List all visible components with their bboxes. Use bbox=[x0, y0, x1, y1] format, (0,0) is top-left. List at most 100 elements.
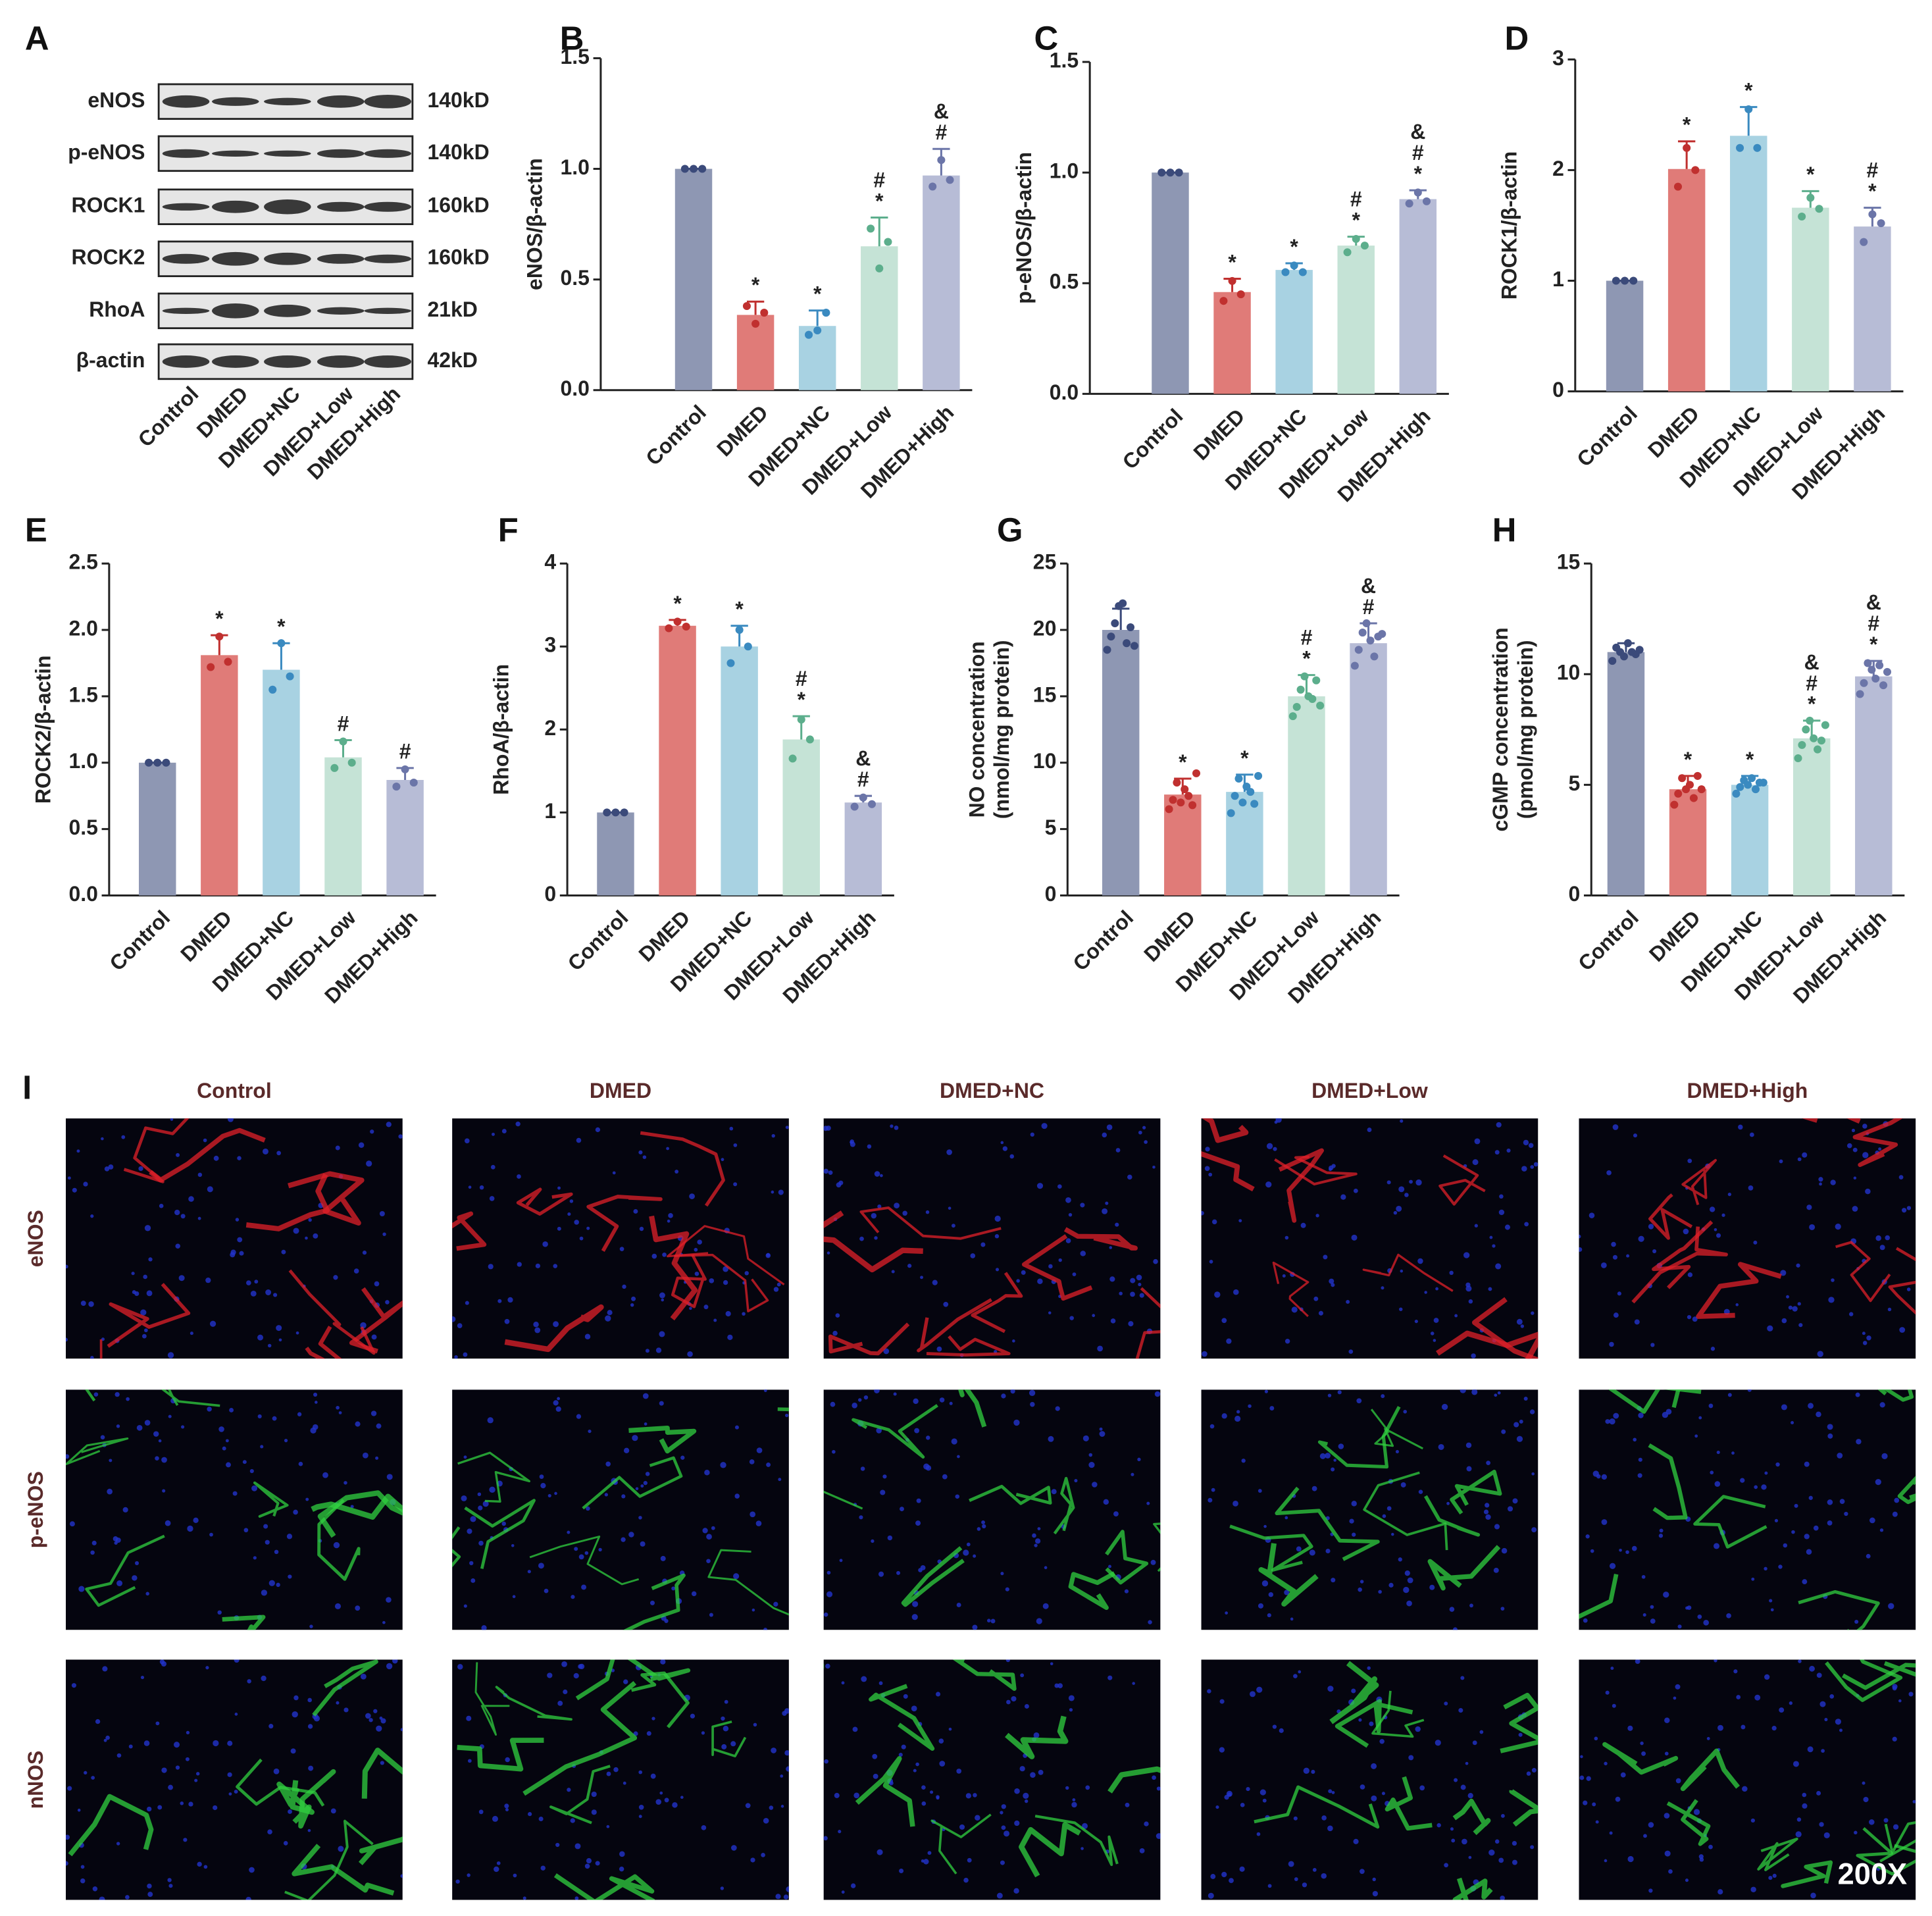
row-label: p-eNOS bbox=[24, 1471, 47, 1548]
nucleus bbox=[1497, 1391, 1501, 1395]
y-axis-label: (nmol/mg protein) bbox=[990, 640, 1013, 819]
data-point bbox=[620, 808, 628, 817]
nucleus bbox=[1472, 1159, 1479, 1166]
stain bbox=[284, 1819, 374, 1900]
nucleus bbox=[297, 1412, 302, 1416]
nucleus bbox=[528, 1812, 532, 1817]
data-point bbox=[1234, 774, 1243, 783]
nucleus bbox=[655, 1799, 662, 1805]
data-point bbox=[1883, 667, 1892, 676]
nucleus bbox=[584, 1333, 591, 1339]
nucleus bbox=[1001, 1804, 1006, 1809]
nucleus bbox=[1640, 1741, 1644, 1746]
nucleus bbox=[140, 1675, 145, 1680]
nucleus bbox=[1600, 1262, 1607, 1268]
panel-label: F bbox=[498, 511, 519, 549]
bar bbox=[1350, 643, 1387, 896]
nucleus bbox=[955, 1494, 960, 1499]
nucleus bbox=[1498, 1857, 1504, 1863]
micrograph bbox=[452, 1659, 789, 1900]
stain bbox=[107, 1283, 191, 1348]
nucleus bbox=[1594, 1736, 1598, 1741]
nucleus bbox=[1403, 1586, 1410, 1593]
nucleus bbox=[911, 1614, 918, 1620]
nucleus bbox=[307, 1697, 312, 1703]
data-point bbox=[1608, 657, 1617, 665]
nucleus bbox=[132, 1575, 138, 1581]
nucleus bbox=[1358, 1718, 1362, 1722]
stain bbox=[640, 1131, 725, 1207]
band bbox=[317, 307, 365, 315]
nucleus bbox=[1248, 1404, 1252, 1409]
nucleus bbox=[920, 1276, 923, 1280]
nucleus bbox=[1875, 1235, 1881, 1241]
nucleus bbox=[1714, 1481, 1721, 1487]
significance-mark: # bbox=[1868, 611, 1879, 635]
nucleus bbox=[1648, 1822, 1654, 1828]
nucleus bbox=[338, 1846, 344, 1852]
nucleus bbox=[1068, 1212, 1073, 1217]
nucleus bbox=[507, 1297, 513, 1303]
nucleus bbox=[217, 1610, 222, 1615]
y-tick-label: 2.0 bbox=[68, 616, 97, 640]
nucleus bbox=[766, 1462, 771, 1467]
nucleus bbox=[1258, 1489, 1262, 1493]
nucleus bbox=[1716, 1450, 1720, 1455]
stain bbox=[516, 1187, 573, 1216]
nucleus bbox=[1750, 1818, 1756, 1823]
nucleus bbox=[713, 1318, 717, 1322]
nucleus bbox=[623, 1447, 630, 1453]
nucleus bbox=[650, 1773, 656, 1779]
nucleus bbox=[871, 1539, 875, 1543]
nucleus bbox=[1346, 1300, 1350, 1304]
nucleus bbox=[167, 1878, 172, 1882]
nucleus bbox=[570, 1818, 575, 1823]
nucleus bbox=[567, 1788, 571, 1792]
nucleus bbox=[850, 1139, 855, 1144]
micrograph bbox=[1579, 1118, 1916, 1359]
nucleus bbox=[267, 1829, 272, 1834]
y-axis-label: p-eNOS/β-actin bbox=[1012, 152, 1036, 304]
nucleus bbox=[1435, 1740, 1441, 1746]
nucleus bbox=[1331, 1283, 1335, 1287]
nucleus bbox=[1483, 1509, 1489, 1515]
nucleus bbox=[1246, 1787, 1250, 1792]
nucleus bbox=[1735, 1303, 1739, 1307]
significance-mark: # bbox=[796, 667, 807, 690]
nucleus bbox=[1869, 1819, 1875, 1825]
nucleus bbox=[1673, 1696, 1677, 1700]
nucleus bbox=[1414, 1319, 1418, 1324]
y-tick-label: 15 bbox=[1557, 550, 1581, 574]
stain bbox=[1021, 1234, 1093, 1301]
nucleus bbox=[633, 1208, 638, 1214]
nucleus bbox=[880, 1489, 886, 1495]
nucleus bbox=[1435, 1287, 1438, 1291]
nucleus bbox=[469, 1561, 474, 1566]
nucleus bbox=[1809, 1665, 1815, 1672]
nucleus bbox=[553, 1321, 559, 1328]
data-point bbox=[1868, 210, 1877, 219]
significance-mark: # bbox=[935, 120, 947, 144]
y-tick-label: 1 bbox=[544, 799, 556, 823]
nucleus bbox=[205, 1277, 211, 1283]
stain bbox=[1053, 1476, 1075, 1535]
data-point bbox=[1759, 778, 1767, 787]
nucleus bbox=[1806, 1204, 1812, 1210]
stain bbox=[958, 1389, 987, 1428]
nucleus bbox=[1132, 1682, 1135, 1685]
nucleus bbox=[293, 1509, 298, 1515]
nucleus bbox=[1710, 1347, 1716, 1351]
nucleus bbox=[186, 1730, 190, 1735]
nucleus bbox=[1675, 1778, 1681, 1784]
row-label: nNOS bbox=[24, 1751, 47, 1809]
nucleus bbox=[671, 1586, 676, 1591]
nucleus bbox=[539, 1474, 544, 1479]
nucleus bbox=[638, 1815, 642, 1819]
band bbox=[317, 95, 365, 108]
nucleus bbox=[477, 1492, 482, 1497]
protein-label: ROCK1 bbox=[72, 194, 145, 217]
nucleus bbox=[90, 1550, 95, 1555]
nucleus bbox=[644, 1422, 648, 1426]
nucleus bbox=[1829, 1694, 1835, 1699]
nucleus bbox=[852, 1726, 858, 1732]
